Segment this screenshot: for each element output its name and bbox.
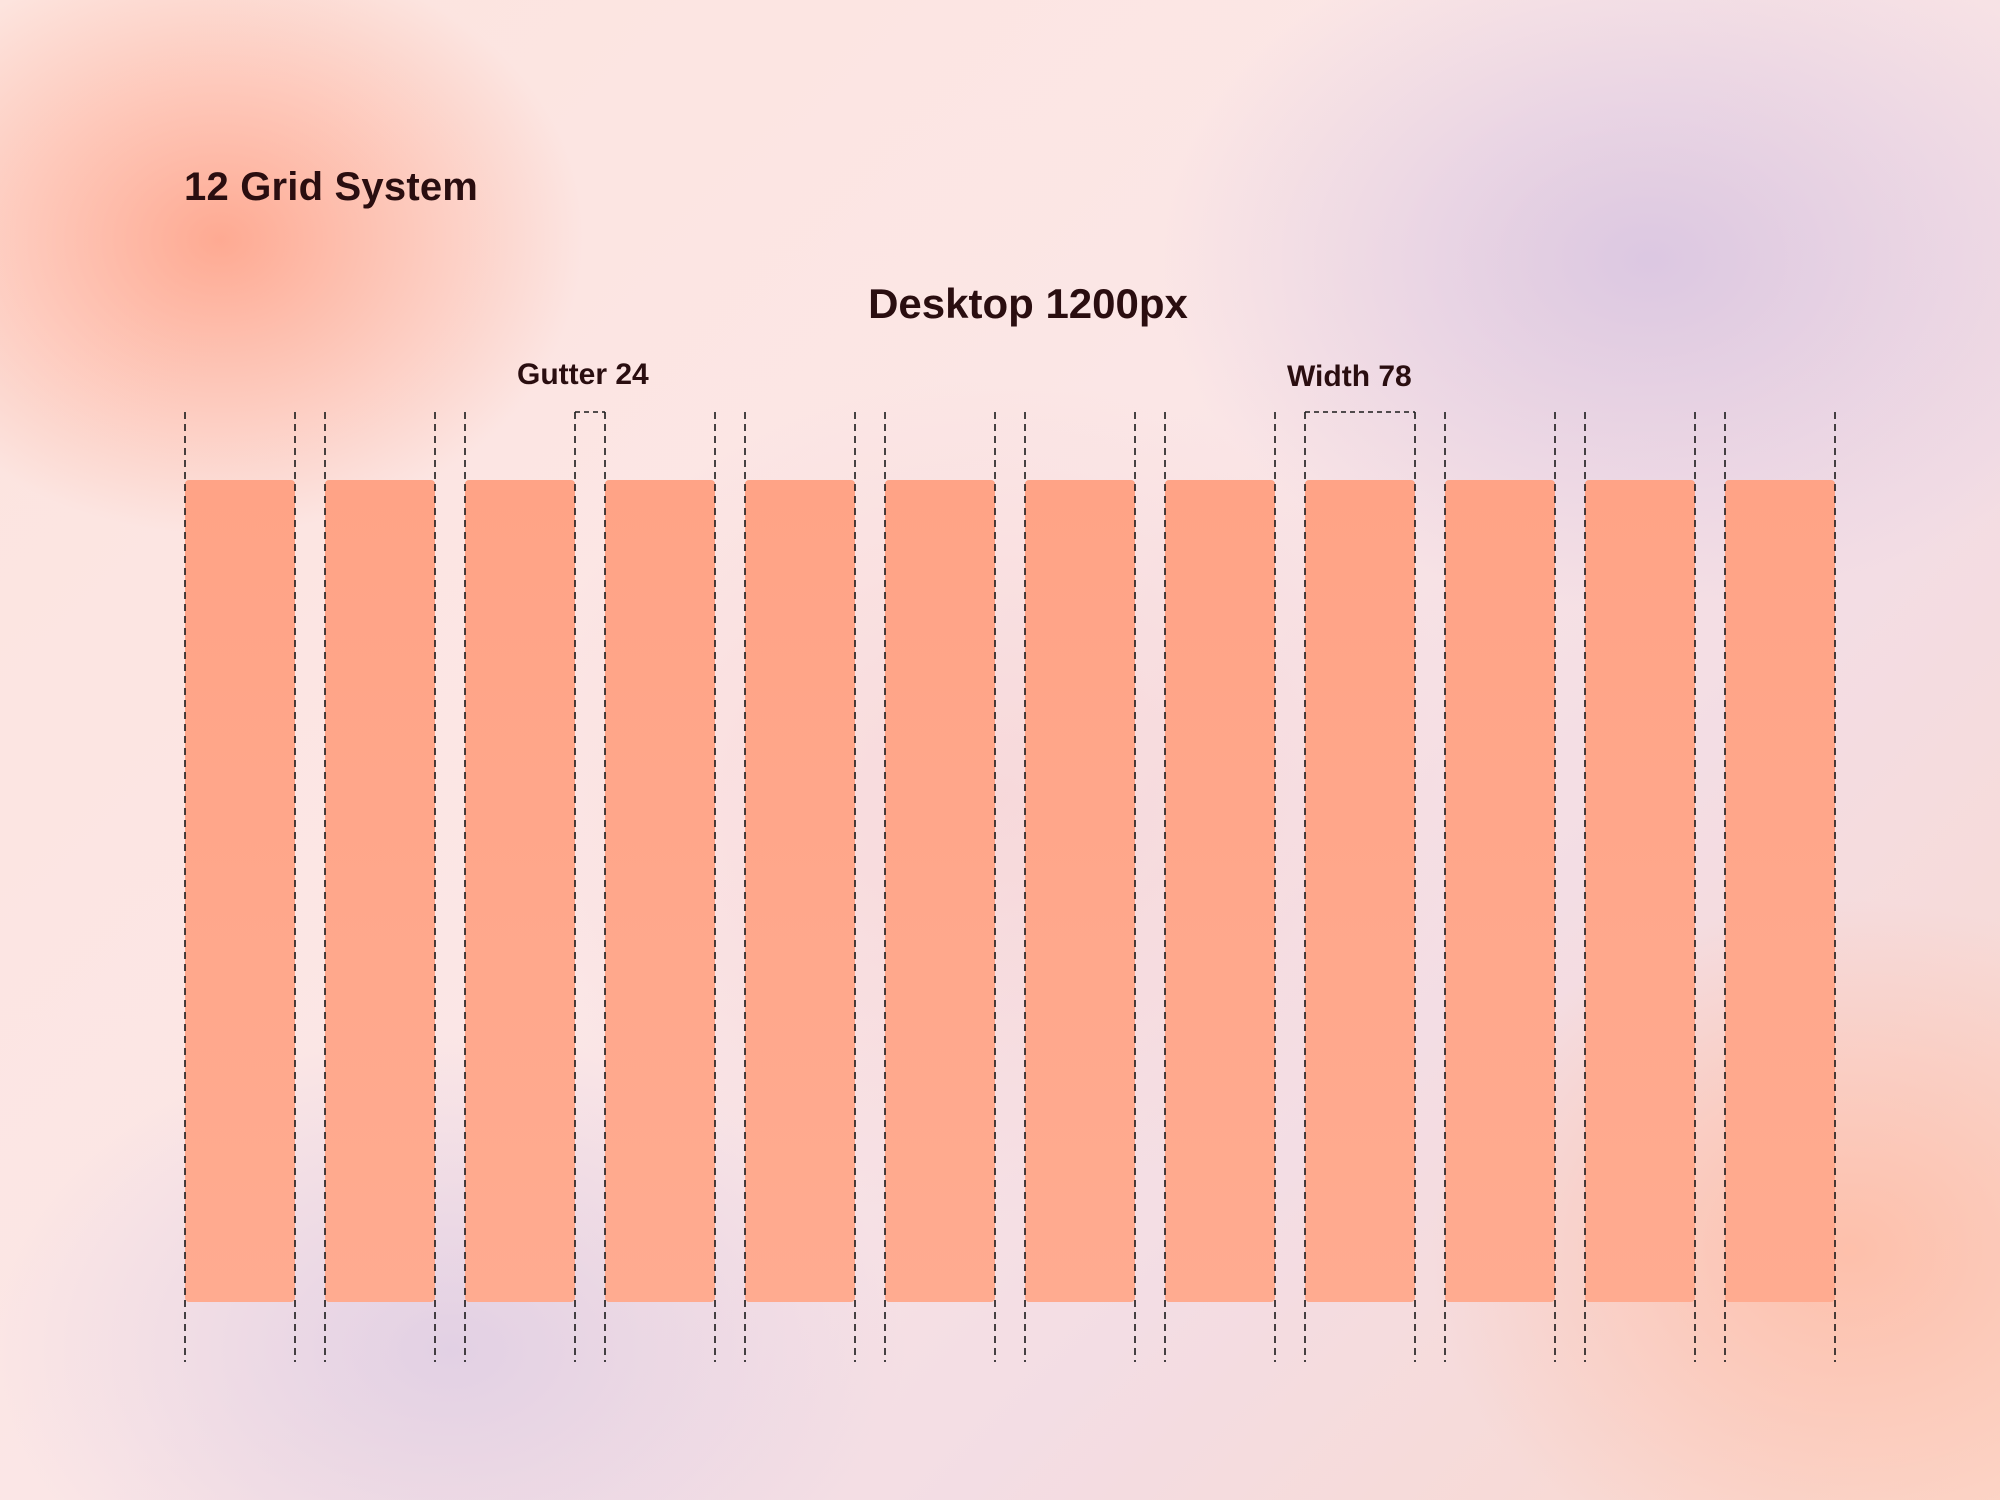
grid-column-8 [1165,480,1275,1302]
grid-column-12 [1725,480,1835,1302]
width-label: Width 78 [1287,360,1412,393]
grid-subtitle: Desktop 1200px [868,280,1188,327]
grid-column-11 [1585,480,1695,1302]
grid-column-4 [605,480,715,1302]
grid-column-6 [885,480,995,1302]
grid-column-3 [465,480,575,1302]
grid-column-10 [1445,480,1555,1302]
gutter-label: Gutter 24 [517,358,649,391]
grid-column-2 [325,480,435,1302]
grid-column-9 [1305,480,1415,1302]
grid-column-1 [185,480,295,1302]
page-title: 12 Grid System [184,165,479,209]
grid-guides [184,412,1836,1362]
grid-column-7 [1025,480,1135,1302]
grid-column-5 [745,480,855,1302]
grid-columns [185,480,1835,1302]
